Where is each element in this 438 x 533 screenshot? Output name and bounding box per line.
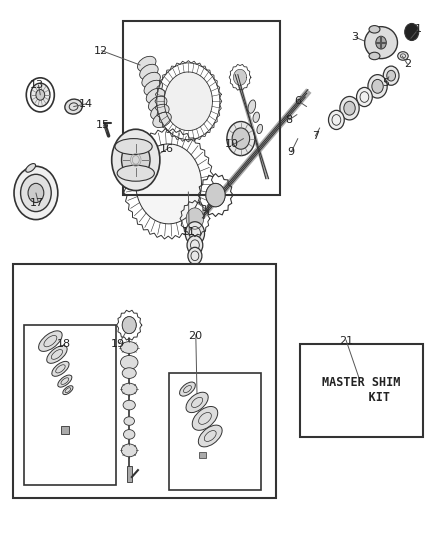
Text: 13: 13: [30, 80, 44, 90]
Circle shape: [188, 247, 202, 264]
Text: 14: 14: [78, 99, 92, 109]
Ellipse shape: [39, 331, 62, 351]
Text: 18: 18: [57, 339, 71, 349]
Text: 2: 2: [404, 59, 411, 69]
Text: 12: 12: [94, 46, 108, 55]
Ellipse shape: [257, 124, 262, 134]
Bar: [13, 264, 276, 498]
Circle shape: [187, 236, 203, 255]
Text: 17: 17: [30, 198, 44, 207]
Ellipse shape: [140, 64, 158, 79]
Text: 10: 10: [225, 139, 239, 149]
Ellipse shape: [120, 342, 138, 353]
Bar: [61, 426, 69, 434]
Ellipse shape: [364, 27, 398, 59]
Ellipse shape: [122, 368, 136, 378]
Text: 7: 7: [312, 131, 319, 141]
Ellipse shape: [151, 104, 169, 119]
Ellipse shape: [121, 141, 150, 179]
Ellipse shape: [142, 72, 160, 87]
Ellipse shape: [198, 425, 222, 447]
Circle shape: [387, 70, 396, 81]
Ellipse shape: [63, 386, 73, 394]
Circle shape: [233, 69, 247, 85]
Text: MASTER SHIM
     KIT: MASTER SHIM KIT: [322, 376, 400, 405]
Ellipse shape: [123, 400, 135, 410]
Text: 1: 1: [415, 25, 422, 34]
Ellipse shape: [112, 130, 160, 191]
Circle shape: [344, 101, 355, 115]
Ellipse shape: [369, 26, 380, 33]
Circle shape: [164, 72, 212, 131]
Ellipse shape: [192, 407, 218, 430]
Bar: [169, 373, 261, 490]
Circle shape: [185, 222, 205, 245]
Ellipse shape: [121, 444, 137, 457]
Bar: [24, 325, 116, 485]
Text: 20: 20: [188, 331, 202, 341]
Ellipse shape: [398, 52, 408, 60]
Ellipse shape: [120, 356, 138, 369]
Circle shape: [328, 110, 344, 130]
Circle shape: [36, 90, 45, 100]
Text: 8: 8: [286, 115, 293, 125]
Circle shape: [21, 174, 51, 212]
Ellipse shape: [186, 392, 208, 413]
Text: 5: 5: [382, 78, 389, 87]
Ellipse shape: [153, 112, 171, 127]
Circle shape: [28, 183, 44, 203]
Text: 9: 9: [288, 147, 295, 157]
Ellipse shape: [148, 96, 167, 111]
Ellipse shape: [58, 375, 72, 387]
Circle shape: [31, 83, 50, 107]
Circle shape: [372, 79, 383, 93]
Text: 16: 16: [159, 144, 173, 154]
Ellipse shape: [47, 345, 67, 364]
Circle shape: [357, 87, 372, 107]
Bar: [199, 452, 206, 458]
Text: 19: 19: [111, 339, 125, 349]
Text: 21: 21: [339, 336, 353, 346]
Circle shape: [206, 183, 225, 207]
Circle shape: [14, 166, 58, 220]
Circle shape: [340, 96, 359, 120]
Ellipse shape: [124, 417, 134, 425]
Ellipse shape: [144, 80, 162, 95]
Circle shape: [232, 128, 250, 149]
Bar: [123, 21, 280, 195]
Text: 11: 11: [181, 227, 195, 237]
Circle shape: [383, 66, 399, 85]
Circle shape: [122, 317, 136, 334]
Circle shape: [136, 144, 201, 224]
Ellipse shape: [138, 56, 156, 71]
Ellipse shape: [146, 88, 165, 103]
Text: 3: 3: [351, 33, 358, 42]
Ellipse shape: [121, 383, 137, 395]
Ellipse shape: [26, 164, 35, 172]
Circle shape: [227, 122, 255, 156]
Ellipse shape: [248, 100, 256, 114]
Bar: [300, 344, 423, 437]
Bar: [127, 466, 132, 482]
Circle shape: [368, 75, 387, 98]
Ellipse shape: [52, 361, 69, 376]
Ellipse shape: [115, 139, 152, 155]
Circle shape: [405, 23, 419, 41]
Ellipse shape: [65, 99, 82, 114]
Ellipse shape: [253, 112, 259, 123]
Text: 6: 6: [294, 96, 301, 106]
Ellipse shape: [180, 382, 195, 396]
Ellipse shape: [117, 165, 154, 181]
Circle shape: [186, 208, 204, 229]
Text: 15: 15: [96, 120, 110, 130]
Ellipse shape: [124, 430, 135, 439]
Circle shape: [376, 36, 386, 49]
Ellipse shape: [369, 52, 380, 60]
